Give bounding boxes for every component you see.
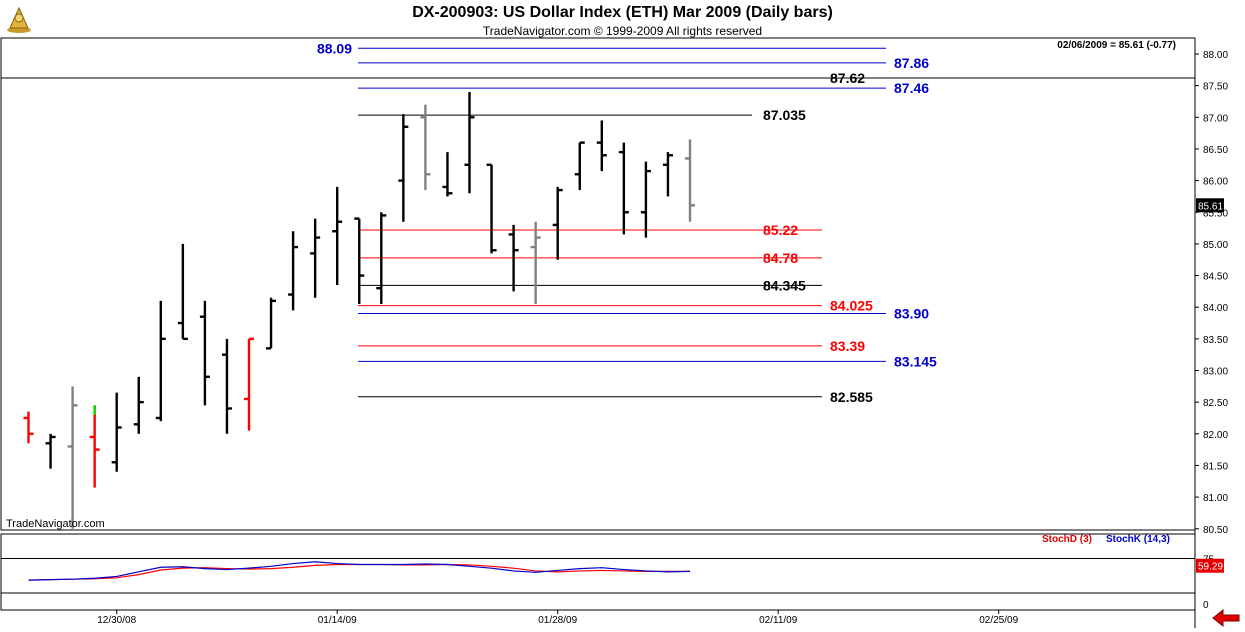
level-label: 83.145: [894, 353, 937, 369]
ohlc-bar: [376, 212, 387, 305]
level-label: 85.22: [763, 222, 798, 238]
level-label: 87.86: [894, 55, 929, 71]
y-tick-label: 84.50: [1203, 272, 1228, 283]
level-label: 84.345: [763, 277, 806, 293]
stoch-last-text: 59.29: [1198, 562, 1223, 573]
ohlc-bar: [618, 142, 629, 235]
ohlc-bar: [67, 386, 78, 529]
stoch-series-line: [28, 561, 691, 581]
chart-copyright: TradeNavigator.com © 1999-2009 All right…: [482, 24, 763, 38]
level-label: 84.025: [830, 298, 873, 314]
stoch-d-label: StochD (3): [1042, 534, 1092, 545]
ohlc-bar: [420, 104, 431, 191]
y-tick-label: 80.50: [1203, 525, 1228, 536]
price-plot-border: [0, 37, 1196, 531]
y-tick-label: 87.00: [1203, 113, 1228, 124]
ohlc-bar: [486, 163, 497, 254]
level-label: 87.46: [894, 80, 929, 96]
price-bars: [23, 91, 695, 529]
ohlc-bar: [398, 114, 409, 222]
chart-frame: [0, 37, 1196, 628]
stoch-last-tag: [1196, 558, 1224, 573]
ohlc-bar: [45, 433, 56, 469]
y-tick-label: 82.50: [1203, 398, 1228, 409]
trade-navigator-logo-icon: [4, 4, 34, 34]
level-label: 88.09: [317, 40, 352, 56]
stoch-series-line: [28, 563, 690, 581]
ohlc-bar: [640, 161, 651, 238]
ohlc-bar: [354, 217, 365, 305]
last-price-tag: [1196, 198, 1224, 213]
watermark-text: TradeNavigator.com: [6, 518, 105, 530]
y-tick-label: 81.00: [1203, 493, 1228, 504]
stochastic-plot-border: [0, 533, 1196, 611]
y-tick-label: 86.00: [1203, 177, 1228, 188]
ohlc-bar: [530, 221, 541, 305]
ohlc-bar: [310, 218, 321, 298]
stoch-k-label: StochK (14,3): [1106, 534, 1170, 545]
ohlc-bar: [133, 376, 144, 434]
level-label: 84.78: [763, 250, 798, 266]
ohlc-bar: [508, 224, 519, 292]
level-label: 82.585: [830, 389, 873, 405]
y-tick-label: 87.50: [1203, 82, 1228, 93]
y-tick-label: 83.50: [1203, 335, 1228, 346]
x-tick-label: 12/30/08: [97, 615, 136, 626]
x-tick-label: 02/25/09: [979, 615, 1018, 626]
level-label: 83.39: [830, 338, 865, 354]
stochastic-panel: StochD (3)StochK (14,3)75059.29: [1, 534, 1224, 611]
y-tick-label: 84.00: [1203, 303, 1228, 314]
y-tick-label: 83.00: [1203, 367, 1228, 378]
price-axis: 88.00 87.50 87.00 86.50 86.00 85.50 85.00 84.50…: [1195, 50, 1228, 536]
ohlc-bar: [464, 91, 475, 194]
x-tick-label: 02/11/09: [759, 615, 798, 626]
y-tick-label: 88.00: [1203, 50, 1228, 61]
y-tick-label: 85.50: [1203, 208, 1228, 219]
price-levels: 88.09 87.86 87.62 87.46 87.035 85.22 84.78 84.3…: [317, 40, 937, 404]
ohlc-bar: [685, 139, 695, 222]
y-tick-label: 82.00: [1203, 430, 1228, 441]
ohlc-bar: [23, 411, 34, 444]
ohlc-bar: [89, 405, 100, 488]
last-value-label: 02/06/2009 = 85.61 (-0.77): [1057, 40, 1176, 51]
ohlc-bar: [288, 231, 299, 311]
level-label: 87.035: [763, 107, 806, 123]
chart-title: DX-200903: US Dollar Index (ETH) Mar 200…: [412, 4, 833, 21]
x-tick-label: 01/28/09: [538, 615, 577, 626]
x-tick-label: 01/14/09: [318, 615, 357, 626]
y-tick-label: 85.00: [1203, 240, 1228, 251]
ohlc-bar: [221, 338, 232, 434]
ohlc-bar: [199, 300, 210, 406]
ohlc-bar: [442, 152, 453, 197]
ohlc-bar: [155, 300, 166, 422]
ohlc-bar: [662, 152, 673, 197]
ohlc-bar: [574, 141, 585, 191]
y-tick-label: 86.50: [1203, 145, 1228, 156]
ohlc-bar: [332, 186, 343, 286]
ohlc-bar: [596, 120, 607, 172]
level-label: 83.90: [894, 306, 929, 322]
ohlc-bar: [244, 337, 254, 431]
ohlc-bar: [552, 186, 563, 260]
last-price-text: 85.61: [1198, 201, 1223, 212]
y-tick-label: 81.50: [1203, 461, 1228, 472]
scroll-right-arrow-icon[interactable]: [1211, 608, 1241, 628]
level-label: 87.62: [830, 70, 865, 86]
ohlc-bar: [177, 243, 188, 341]
ohlc-bar: [266, 297, 277, 350]
ohlc-bar: [111, 392, 122, 472]
stoch-y-tick-label: 0: [1203, 600, 1209, 611]
date-axis: 12/30/08 01/14/09 01/28/09 02/11/09 02/25/09: [97, 610, 1019, 626]
